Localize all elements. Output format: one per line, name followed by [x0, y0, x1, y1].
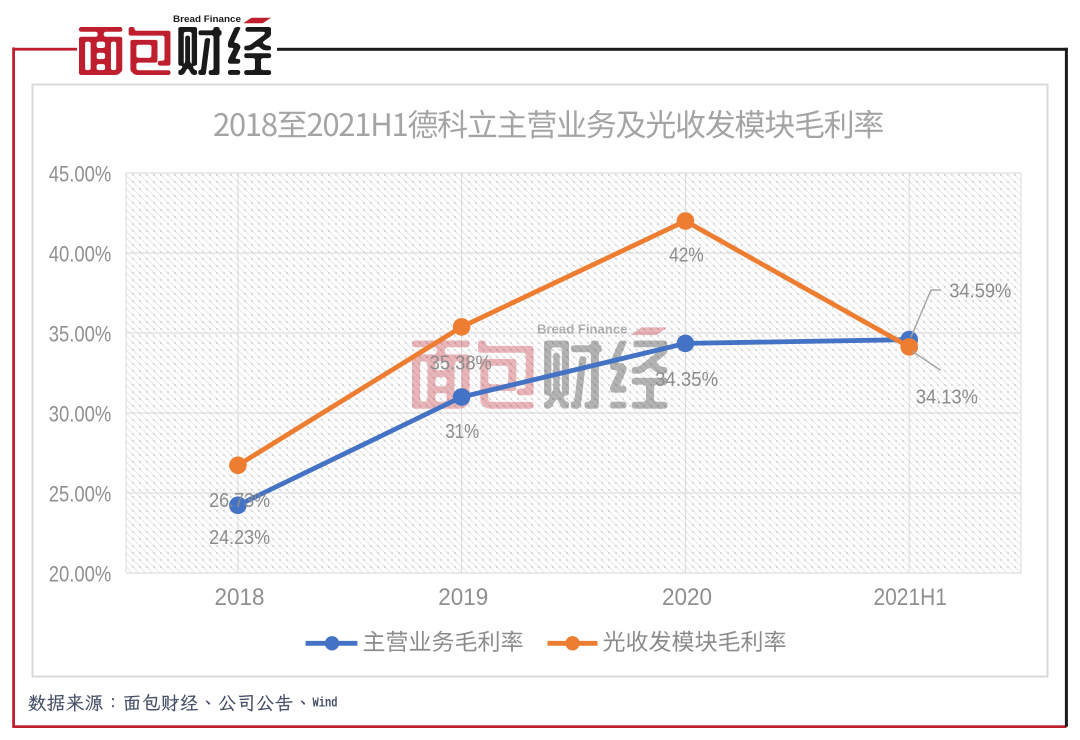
svg-text:2019: 2019 [438, 584, 488, 611]
svg-text:34.13%: 34.13% [916, 387, 978, 409]
svg-text:45.00%: 45.00% [49, 162, 112, 187]
svg-text:2020: 2020 [662, 584, 712, 611]
svg-text:31%: 31% [445, 421, 479, 443]
svg-text:24.23%: 24.23% [209, 527, 270, 549]
svg-text:26.73%: 26.73% [209, 490, 270, 512]
svg-text:25.00%: 25.00% [49, 482, 112, 507]
svg-text:20.00%: 20.00% [49, 562, 112, 587]
svg-text:34.35%: 34.35% [655, 369, 718, 391]
svg-text:2018: 2018 [215, 584, 265, 611]
svg-text:Wind: Wind [313, 696, 338, 712]
svg-text:42%: 42% [669, 245, 704, 267]
svg-text:35.00%: 35.00% [49, 322, 112, 347]
svg-text:34.59%: 34.59% [949, 280, 1011, 302]
svg-text:2021H1: 2021H1 [873, 584, 947, 611]
svg-text:40.00%: 40.00% [49, 242, 112, 267]
svg-text:30.00%: 30.00% [49, 402, 112, 427]
svg-text:35.38%: 35.38% [430, 353, 492, 375]
